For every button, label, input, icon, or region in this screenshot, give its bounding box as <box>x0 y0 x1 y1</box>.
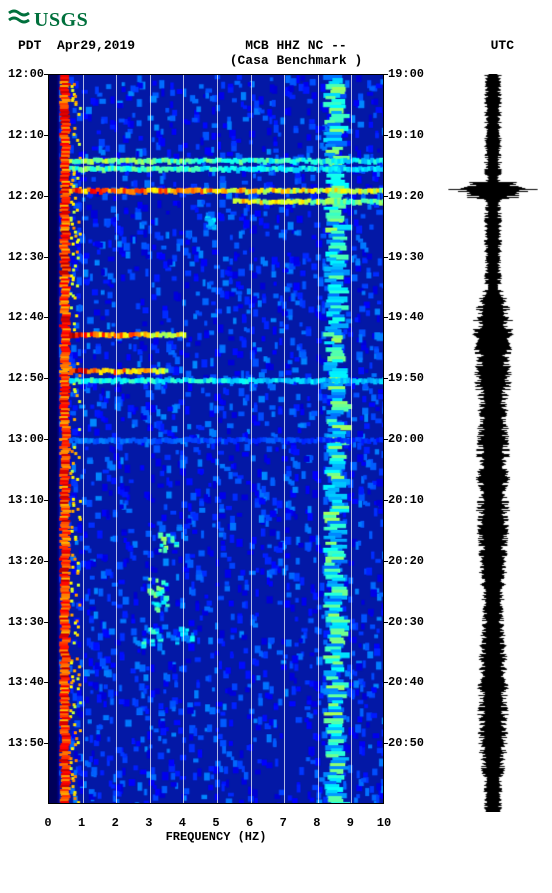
y-right-tick: 19:50 <box>388 371 424 385</box>
waveform <box>448 74 538 812</box>
tz-right: UTC <box>491 38 514 53</box>
y-right-tick: 20:20 <box>388 554 424 568</box>
date: Apr29,2019 <box>57 38 135 53</box>
y-left-tick: 12:40 <box>8 310 44 324</box>
spectrogram-canvas <box>49 75 383 803</box>
logo-wave-icon <box>8 8 30 32</box>
y-axis-right: 19:0019:1019:2019:3019:4019:5020:0020:10… <box>384 74 428 804</box>
usgs-logo: USGS <box>8 8 544 32</box>
y-left-tick: 12:20 <box>8 189 44 203</box>
chart-header: PDT Apr29,2019 MCB HHZ NC -- (Casa Bench… <box>8 38 544 68</box>
y-right-tick: 19:10 <box>388 128 424 142</box>
x-tick: 7 <box>280 816 287 830</box>
y-right-tick: 19:20 <box>388 189 424 203</box>
station-line2: (Casa Benchmark ) <box>162 53 430 68</box>
y-left-tick: 13:30 <box>8 615 44 629</box>
x-tick: 1 <box>78 816 85 830</box>
x-tick: 5 <box>212 816 219 830</box>
x-tick: 0 <box>44 816 51 830</box>
x-tick: 10 <box>377 816 391 830</box>
x-tick: 8 <box>313 816 320 830</box>
x-tick: 6 <box>246 816 253 830</box>
y-left-tick: 12:30 <box>8 250 44 264</box>
x-axis: 012345678910 <box>48 812 384 828</box>
x-axis-label: FREQUENCY (HZ) <box>48 830 384 844</box>
y-right-tick: 20:50 <box>388 736 424 750</box>
y-left-tick: 12:10 <box>8 128 44 142</box>
y-right-tick: 19:30 <box>388 250 424 264</box>
y-left-tick: 13:20 <box>8 554 44 568</box>
y-left-tick: 13:10 <box>8 493 44 507</box>
x-tick: 2 <box>112 816 119 830</box>
y-right-tick: 20:40 <box>388 675 424 689</box>
y-right-tick: 19:00 <box>388 67 424 81</box>
y-right-tick: 20:00 <box>388 432 424 446</box>
tz-left: PDT <box>18 38 41 53</box>
y-right-tick: 20:10 <box>388 493 424 507</box>
x-tick: 3 <box>145 816 152 830</box>
x-tick: 9 <box>347 816 354 830</box>
chart-area: 12:0012:1012:2012:3012:4012:5013:0013:10… <box>8 74 544 812</box>
y-left-tick: 12:50 <box>8 371 44 385</box>
y-left-tick: 13:40 <box>8 675 44 689</box>
y-left-tick: 13:00 <box>8 432 44 446</box>
y-left-tick: 13:50 <box>8 736 44 750</box>
station-line1: MCB HHZ NC -- <box>162 38 430 53</box>
x-tick: 4 <box>179 816 186 830</box>
y-left-tick: 12:00 <box>8 67 44 81</box>
spectrogram <box>48 74 384 804</box>
logo-text: USGS <box>34 9 88 32</box>
y-right-tick: 19:40 <box>388 310 424 324</box>
y-axis-left: 12:0012:1012:2012:3012:4012:5013:0013:10… <box>8 74 48 804</box>
y-right-tick: 20:30 <box>388 615 424 629</box>
